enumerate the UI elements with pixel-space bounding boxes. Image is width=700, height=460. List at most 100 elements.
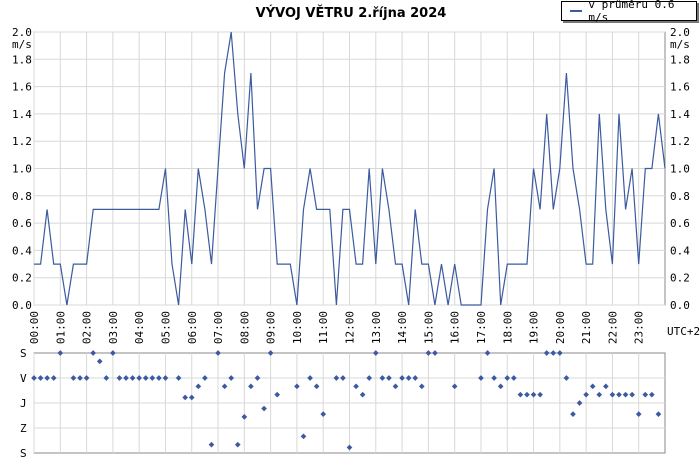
direction-point (208, 441, 215, 448)
direction-point (267, 350, 274, 356)
direction-point (537, 391, 543, 398)
direction-point (451, 383, 458, 390)
y-unit-right: m/s (670, 38, 690, 51)
direction-point (307, 375, 313, 381)
legend-swatch (570, 10, 583, 12)
direction-point (353, 383, 359, 390)
x-tick: 09:00 (265, 311, 278, 344)
direction-point (300, 433, 307, 440)
direction-point (649, 391, 655, 398)
direction-tick: S (20, 347, 27, 360)
x-tick: 19:00 (528, 311, 541, 344)
direction-point (432, 350, 438, 356)
legend: v průměru 0.6 m/s (561, 0, 697, 24)
direction-point (228, 375, 235, 381)
direction-point (524, 391, 530, 398)
y-tick-left: 0.6 (12, 217, 32, 230)
direction-point (215, 350, 221, 356)
y-tick-left: 0.2 (12, 272, 32, 285)
direction-point (655, 411, 662, 417)
direction-point (603, 383, 609, 390)
wind-speed-line (34, 31, 666, 306)
direction-point (478, 375, 484, 381)
x-tick: 02:00 (81, 311, 94, 344)
y-tick-right: 1.0 (670, 163, 690, 176)
direction-point (142, 375, 149, 381)
direction-point (517, 391, 524, 398)
y-tick-right: 0.0 (670, 299, 690, 312)
y-tick-left: 1.8 (12, 53, 32, 66)
direction-point (77, 375, 83, 381)
direction-point (629, 391, 635, 398)
direction-point (392, 383, 399, 390)
direction-tick: J (20, 397, 27, 410)
x-tick: 08:00 (238, 311, 251, 344)
direction-point (570, 411, 576, 417)
direction-point (83, 375, 90, 381)
x-tick: 13:00 (370, 311, 383, 344)
direction-tick: Z (20, 422, 27, 435)
x-tick: 00:00 (28, 311, 41, 344)
timezone-label: UTC+2 (667, 325, 700, 338)
direction-point (616, 391, 622, 398)
x-tick: 03:00 (107, 311, 120, 344)
direction-point (405, 375, 412, 381)
direction-point (188, 394, 195, 401)
direction-point (333, 375, 340, 381)
direction-point (366, 375, 373, 381)
direction-point (425, 350, 432, 356)
direction-point (583, 391, 589, 398)
direction-point (635, 411, 642, 417)
direction-point (386, 375, 392, 381)
direction-point (576, 400, 583, 406)
direction-point (418, 383, 425, 390)
direction-point (491, 375, 497, 381)
direction-point (116, 375, 123, 381)
y-tick-right: 1.4 (670, 108, 690, 121)
direction-point (294, 383, 300, 390)
y-tick-left: 0.0 (12, 299, 32, 312)
x-tick: 22:00 (606, 311, 619, 344)
direction-point (248, 383, 254, 390)
x-tick: 23:00 (633, 311, 646, 344)
direction-point (195, 383, 202, 390)
y-tick-right: 1.6 (670, 81, 690, 94)
direction-point (202, 375, 208, 381)
y-tick-right: 0.4 (670, 244, 690, 257)
direction-point (70, 375, 77, 381)
direction-point (497, 383, 504, 390)
direction-point (221, 383, 228, 390)
direction-point (90, 350, 96, 356)
direction-point (530, 391, 537, 398)
direction-point (557, 350, 563, 356)
x-tick: 05:00 (159, 311, 172, 344)
y-tick-left: 1.6 (12, 81, 32, 94)
y-unit-left: m/s (12, 38, 32, 51)
direction-point (484, 350, 491, 356)
x-tick: 21:00 (580, 311, 593, 344)
direction-point (110, 350, 116, 356)
x-tick: 06:00 (186, 311, 199, 344)
y-tick-right: 2.0 (670, 26, 690, 39)
y-tick-left: 1.2 (12, 135, 32, 148)
y-tick-right: 0.6 (670, 217, 690, 230)
y-tick-left: 2.0 (12, 26, 32, 39)
direction-tick: S (20, 447, 27, 460)
direction-point (123, 375, 129, 381)
x-tick: 20:00 (554, 311, 567, 344)
y-tick-right: 0.2 (670, 272, 690, 285)
y-tick-left: 0.8 (12, 190, 32, 203)
direction-point (182, 394, 189, 401)
x-tick: 01:00 (54, 311, 67, 344)
direction-point (136, 375, 142, 381)
legend-label: v průměru 0.6 m/s (588, 0, 675, 24)
y-tick-left: 1.4 (12, 108, 32, 121)
direction-point (596, 391, 603, 398)
y-tick-left: 1.0 (12, 163, 32, 176)
direction-point (379, 375, 386, 381)
y-tick-right: 1.2 (670, 135, 690, 148)
direction-point (543, 350, 550, 356)
x-tick: 10:00 (291, 311, 304, 344)
y-tick-right: 0.8 (670, 190, 690, 203)
